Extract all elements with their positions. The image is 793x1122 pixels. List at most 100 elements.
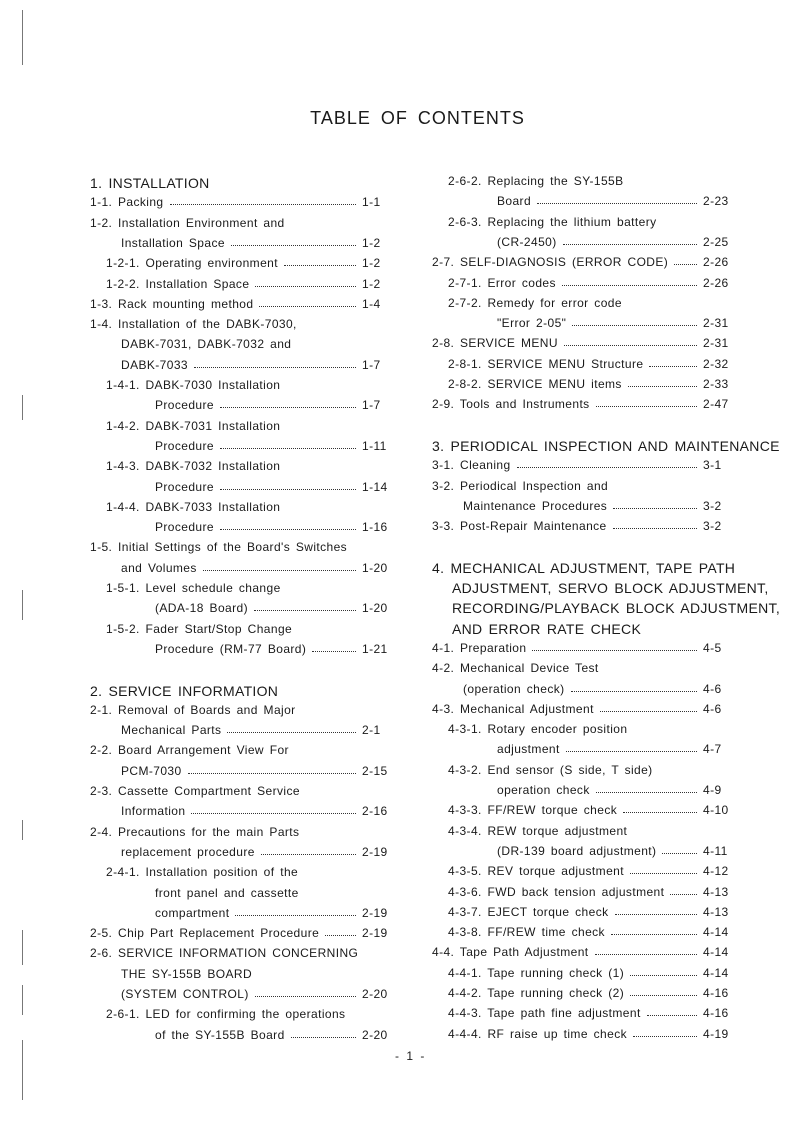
section-heading: 4. MECHANICAL ADJUSTMENT, TAPE PATH [432,558,735,576]
page-ref: 1-11 [362,438,387,453]
entry-title: 2-4. Precautions for the main Parts [90,824,300,839]
dot-leader [630,974,697,976]
toc-entry[interactable]: (SYSTEM CONTROL) 2-20 [121,985,394,1001]
toc-entry: THE SY-155B BOARD [121,965,252,981]
entry-title: THE SY-155B BOARD [121,966,253,981]
page-ref: 4-6 [703,701,722,716]
toc-entry[interactable]: Procedure 1-14 [155,478,394,494]
dot-leader [570,690,697,692]
toc-entry[interactable]: (CR-2450) 2-25 [497,233,735,249]
entry-title: replacement procedure [121,844,255,859]
page-ref: 4-9 [703,783,722,797]
dot-leader [537,203,697,205]
entry-title: Procedure [155,398,214,413]
toc-entry[interactable]: and Volumes 1-20 [121,559,394,575]
toc-entry[interactable]: Procedure 1-11 [155,437,394,453]
toc-entry[interactable]: 4-4-1. Tape running check (1) 4-14 [448,964,735,980]
entry-title: 2-8-1. SERVICE MENU Structure [448,356,644,371]
toc-entry[interactable]: Installation Space 1-2 [121,234,394,250]
entry-title: 1-4-3. DABK-7032 Installation [106,459,281,474]
scan-margin-mark [22,1040,23,1100]
toc-entry[interactable]: Maintenance Procedures 3-2 [463,497,735,513]
dot-leader [227,732,356,734]
section-heading: 2. SERVICE INFORMATION [90,681,278,699]
toc-entry[interactable]: Mechanical Parts 2-1 [121,721,394,737]
page-title: TABLE OF CONTENTS [310,108,525,128]
page-ref: 4-14 [703,925,729,940]
toc-entry[interactable]: compartment 2-19 [155,904,394,920]
toc-entry[interactable]: of the SY-155B Board 2-20 [155,1026,394,1042]
toc-entry[interactable]: 2-8-2. SERVICE MENU items 2-33 [448,375,735,391]
toc-entry[interactable]: 4-4-4. RF raise up time check 4-19 [448,1025,735,1041]
scan-margin-mark [22,930,23,965]
toc-entry: 1-5-1. Level schedule change [106,579,281,595]
entry-title: 1-5. Initial Settings of the Board's Swi… [90,540,348,555]
entry-title: 2-7-1. Error codes [448,275,556,290]
toc-entry[interactable]: (operation check) 4-6 [463,680,735,696]
toc-entry[interactable]: (ADA-18 Board) 1-20 [155,599,394,615]
toc-entry[interactable]: adjustment 4-7 [497,740,735,756]
entry-title: (CR-2450) [497,234,557,249]
toc-entry: front panel and cassette [155,884,299,900]
toc-entry[interactable]: 4-4. Tape Path Adjustment 4-14 [432,943,735,959]
toc-entry[interactable]: 2-7-1. Error codes 2-26 [448,274,735,290]
toc-entry[interactable]: Procedure 1-16 [155,518,394,534]
toc-entry[interactable]: 4-3-7. EJECT torque check 4-13 [448,903,735,919]
toc-entry[interactable]: (DR-139 board adjustment) 4-11 [497,842,735,858]
page-ref: 3-1 [703,458,722,473]
toc-entry[interactable]: PCM-7030 2-15 [121,762,394,778]
toc-entry[interactable]: 4-3-6. FWD back tension adjustment 4-13 [448,883,735,899]
entry-title: 1-3. Rack mounting method [90,296,254,311]
entry-title: 1-4-4. DABK-7033 Installation [106,499,281,514]
toc-entry[interactable]: 2-8. SERVICE MENU 2-31 [432,334,735,350]
entry-title: 2-6-2. Replacing the SY-155B [448,174,624,188]
page-ref: 1-4 [362,296,381,311]
page-ref: 1-2 [362,235,381,250]
toc-entry[interactable]: Procedure 1-7 [155,396,394,412]
toc-entry: 2-7-2. Remedy for error code [448,294,622,310]
toc-entry[interactable]: Information 2-16 [121,802,394,818]
dot-leader [169,204,356,206]
entry-title: 2-4-1. Installation position of the [106,865,299,880]
entry-title: 4-3-4. REW torque adjustment [448,823,628,838]
toc-entry[interactable]: 4-3-3. FF/REW torque check 4-10 [448,801,735,817]
toc-entry: 1-2. Installation Environment and [90,214,285,230]
entry-title: Procedure [155,438,214,453]
toc-entry[interactable]: 1-3. Rack mounting method 1-4 [90,295,394,311]
toc-entry[interactable]: 3-1. Cleaning 3-1 [432,456,735,472]
toc-entry[interactable]: Board 2-23 [497,192,735,208]
toc-entry: 2-6-2. Replacing the SY-155B [448,172,624,188]
page-ref: 4-19 [703,1026,729,1041]
toc-entry[interactable]: 2-7. SELF-DIAGNOSIS (ERROR CODE) 2-26 [432,253,735,269]
toc-entry[interactable]: 4-4-2. Tape running check (2) 4-16 [448,984,735,1000]
toc-entry[interactable]: 4-3-8. FF/REW time check 4-14 [448,923,735,939]
toc-entry: 4-3-4. REW torque adjustment [448,822,627,838]
toc-entry[interactable]: 2-8-1. SERVICE MENU Structure 2-32 [448,355,735,371]
toc-entry[interactable]: Procedure (RM-77 Board) 1-21 [155,640,394,656]
entry-title: 1-2-2. Installation Space [106,276,250,291]
toc-entry[interactable]: DABK-7033 1-7 [121,356,394,372]
entry-title: Installation Space [121,235,225,250]
entry-title: compartment [155,905,230,920]
page-ref: 4-11 [703,843,728,858]
dot-leader [563,345,697,347]
page-ref: 1-14 [362,479,388,494]
toc-entry[interactable]: replacement procedure 2-19 [121,843,394,859]
toc-entry[interactable]: 4-4-3. Tape path fine adjustment 4-16 [448,1004,735,1020]
toc-entry[interactable]: 4-3. Mechanical Adjustment 4-6 [432,700,735,716]
toc-entry[interactable]: 1-2-1. Operating environment 1-2 [106,254,394,270]
dot-leader [255,285,356,287]
toc-entry[interactable]: 1-1. Packing 1-1 [90,193,394,209]
toc-entry[interactable]: 4-1. Preparation 4-5 [432,639,735,655]
toc-entry[interactable]: 1-2-2. Installation Space 1-2 [106,275,394,291]
entry-title: RECORDING/PLAYBACK BLOCK ADJUSTMENT, [452,600,781,617]
toc-entry[interactable]: 2-9. Tools and Instruments 2-47 [432,395,735,411]
toc-entry[interactable]: 3-3. Post-Repair Maintenance 3-2 [432,517,735,533]
toc-entry[interactable]: 4-3-5. REV torque adjustment 4-12 [448,862,735,878]
entry-title: 3-1. Cleaning [432,458,511,473]
toc-entry[interactable]: "Error 2-05" 2-31 [497,314,735,330]
toc-entry[interactable]: 2-5. Chip Part Replacement Procedure 2-19 [90,924,394,940]
entry-title: Board [497,194,532,209]
toc-entry[interactable]: operation check 4-9 [497,781,735,797]
entry-title: PCM-7030 [121,763,182,778]
